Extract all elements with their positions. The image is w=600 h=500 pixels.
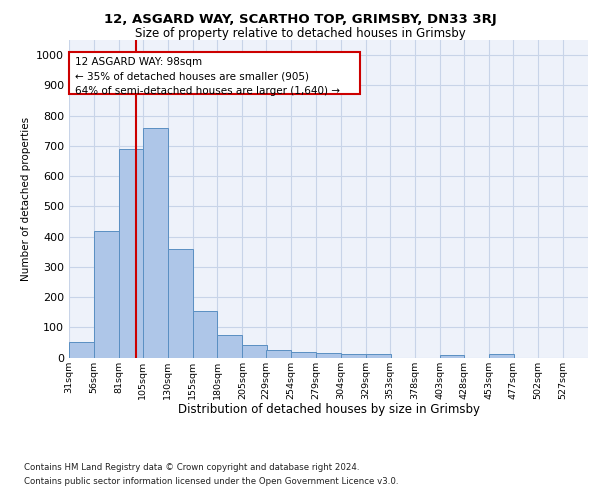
Bar: [119, 149, 144, 358]
Y-axis label: Number of detached properties: Number of detached properties: [20, 116, 31, 281]
Text: 12, ASGARD WAY, SCARTHO TOP, GRIMSBY, DN33 3RJ: 12, ASGARD WAY, SCARTHO TOP, GRIMSBY, DN…: [104, 12, 496, 26]
Text: Contains HM Land Registry data © Crown copyright and database right 2024.: Contains HM Land Registry data © Crown c…: [24, 462, 359, 471]
Bar: [94, 230, 119, 358]
Bar: [316, 353, 341, 358]
Bar: [69, 342, 94, 357]
Bar: [217, 335, 242, 357]
Bar: [490, 354, 514, 358]
Bar: [266, 350, 291, 358]
Bar: [242, 346, 267, 358]
Bar: [440, 355, 464, 358]
Bar: [341, 354, 366, 358]
FancyBboxPatch shape: [69, 52, 360, 94]
Text: Contains public sector information licensed under the Open Government Licence v3: Contains public sector information licen…: [24, 478, 398, 486]
Text: Distribution of detached houses by size in Grimsby: Distribution of detached houses by size …: [178, 402, 480, 415]
Bar: [167, 248, 193, 358]
Bar: [291, 352, 316, 358]
Bar: [193, 310, 217, 358]
Text: 12 ASGARD WAY: 98sqm
← 35% of detached houses are smaller (905)
64% of semi-deta: 12 ASGARD WAY: 98sqm ← 35% of detached h…: [75, 56, 340, 96]
Text: Size of property relative to detached houses in Grimsby: Size of property relative to detached ho…: [134, 28, 466, 40]
Bar: [366, 354, 391, 358]
Bar: [143, 128, 167, 358]
